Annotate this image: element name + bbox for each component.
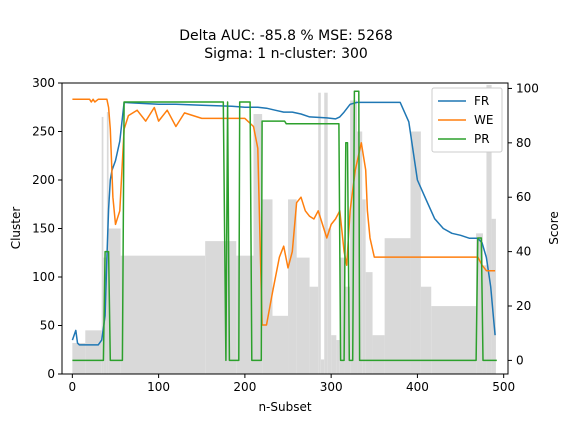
bar-35 — [491, 218, 496, 374]
y-right-tick-label-20: 20 — [516, 299, 531, 313]
bar-7 — [205, 241, 237, 374]
x-tick-label-400: 400 — [406, 380, 429, 394]
bar-5 — [108, 228, 121, 374]
x-axis-label: n-Subset — [258, 400, 311, 414]
bar-18 — [327, 228, 332, 374]
bar-30 — [420, 286, 432, 374]
bar-21 — [339, 257, 345, 374]
bar-26 — [365, 272, 373, 374]
y-right-tick-label-0: 0 — [516, 353, 524, 367]
chart-title-line1: Delta AUC: -85.8 % MSE: 5268 — [179, 28, 393, 44]
bar-8 — [236, 255, 254, 374]
series-line-pr — [72, 90, 497, 362]
legend: FR WE PR — [431, 87, 503, 153]
bar-16 — [320, 359, 325, 374]
bar-layer — [72, 84, 496, 375]
series-layer — [71, 90, 497, 362]
y-right-axis-label: Score — [547, 211, 561, 245]
bar-25 — [362, 199, 366, 374]
bar-34 — [486, 84, 492, 374]
y-right-ticks: 0 20 40 60 80 100 — [508, 81, 539, 367]
legend-label-fr: FR — [474, 94, 489, 108]
y-left-axis-label: Cluster — [9, 207, 23, 250]
bar-19 — [331, 335, 337, 374]
legend-label-pr: PR — [474, 132, 490, 146]
y-left-ticks: 0 50 100 150 200 250 300 — [32, 76, 62, 381]
y-left-tick-label-300: 300 — [32, 76, 55, 90]
legend-label-we: WE — [474, 113, 493, 127]
bar-6 — [120, 255, 206, 374]
bar-11 — [272, 315, 289, 374]
y-left-tick-label-150: 150 — [32, 222, 55, 236]
y-left-tick-label-100: 100 — [32, 270, 55, 284]
y-right-tick-label-80: 80 — [516, 136, 531, 150]
y-right-tick-label-100: 100 — [516, 81, 539, 95]
x-tick-label-300: 300 — [320, 380, 343, 394]
bar-1 — [85, 330, 102, 374]
bar-0 — [72, 342, 86, 374]
x-tick-label-0: 0 — [69, 380, 77, 394]
bar-31 — [431, 306, 477, 374]
bar-29 — [410, 131, 421, 374]
bar-22 — [344, 286, 351, 374]
y-left-tick-label-0: 0 — [47, 367, 55, 381]
series-line-we — [72, 98, 496, 326]
bar-12 — [288, 199, 297, 374]
bar-32 — [476, 233, 483, 374]
y-left-tick-label-50: 50 — [40, 319, 55, 333]
y-right-tick-label-40: 40 — [516, 245, 531, 259]
chart-title-line2: Sigma: 1 n-cluster: 300 — [204, 46, 368, 62]
series-line-fr — [71, 101, 496, 346]
y-left-tick-label-200: 200 — [32, 173, 55, 187]
legend-box — [431, 87, 503, 153]
bar-15 — [318, 92, 321, 374]
bar-13 — [296, 257, 310, 374]
x-tick-label-100: 100 — [147, 380, 170, 394]
x-ticks: 0 100 200 300 400 500 — [69, 374, 515, 394]
bar-28 — [384, 238, 411, 374]
bar-33 — [482, 265, 487, 374]
bar-2 — [101, 116, 104, 374]
bar-20 — [336, 340, 340, 374]
bar-27 — [372, 335, 385, 374]
bar-14 — [309, 286, 319, 374]
bar-10 — [262, 199, 273, 374]
y-right-tick-label-60: 60 — [516, 190, 531, 204]
x-tick-label-200: 200 — [233, 380, 256, 394]
x-tick-label-500: 500 — [492, 380, 515, 394]
bar-9 — [253, 114, 263, 374]
y-left-tick-label-250: 250 — [32, 125, 55, 139]
